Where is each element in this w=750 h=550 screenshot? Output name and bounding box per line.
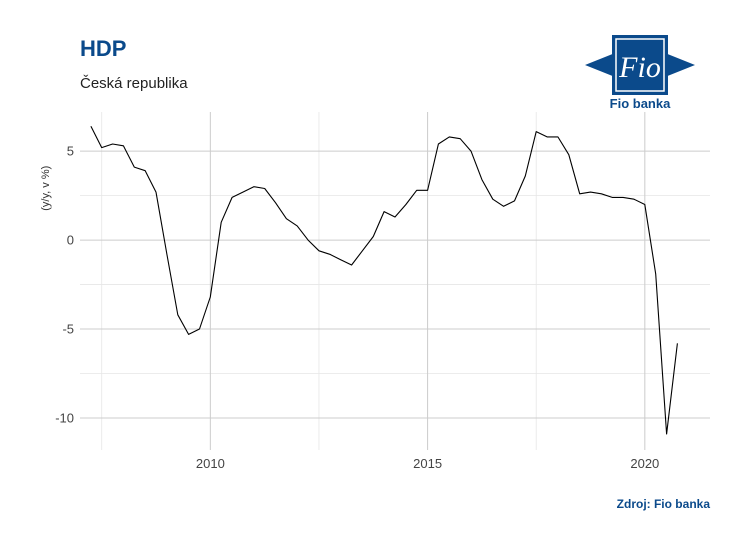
source-note: Zdroj: Fio banka	[616, 497, 710, 511]
fio-logo-icon: Fio	[585, 35, 695, 95]
x-tick-label: 2010	[196, 456, 225, 471]
y-axis-label: (y/y, v %)	[40, 166, 52, 211]
logo-mark-text: Fio	[618, 51, 661, 84]
x-tick-label: 2020	[630, 456, 659, 471]
y-tick-label: -5	[62, 322, 74, 337]
y-tick-label: 0	[67, 233, 74, 248]
series-line	[90, 125, 678, 435]
y-tick-label: 5	[67, 144, 74, 159]
x-tick-label: 2015	[413, 456, 442, 471]
y-tick-label: -10	[55, 410, 74, 425]
chart-subtitle: Česká republika	[80, 75, 188, 92]
chart-grid	[80, 112, 710, 450]
logo-name: Fio banka	[609, 96, 671, 111]
chart-series	[90, 125, 678, 435]
axis-ticks: 2010 2015 2020 -10 -5 0 5	[55, 144, 659, 471]
chart-title: HDP	[80, 36, 127, 61]
